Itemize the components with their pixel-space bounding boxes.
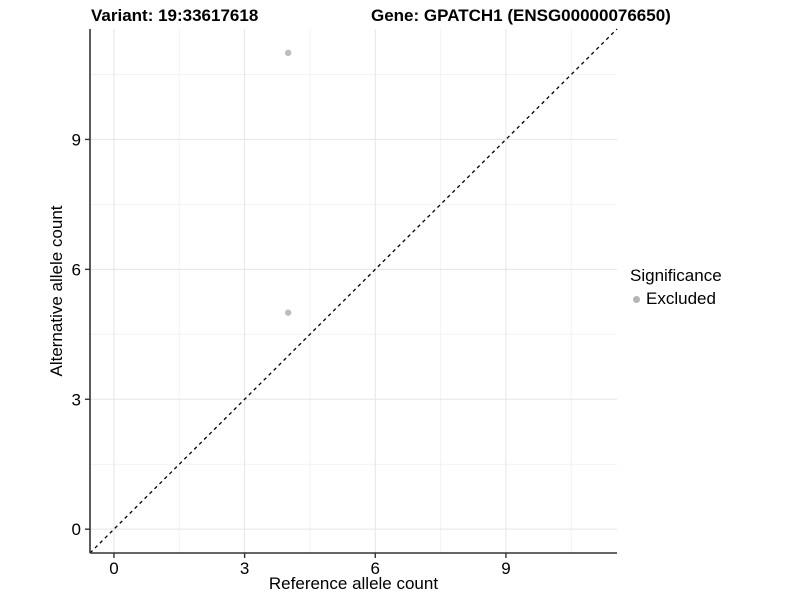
legend: Significance Excluded	[630, 266, 722, 309]
legend-point-icon	[633, 295, 640, 303]
data-point	[284, 309, 292, 316]
legend-title: Significance	[630, 266, 722, 285]
x-tick-label: 9	[501, 559, 510, 578]
identity-reference-line	[89, 28, 618, 554]
y-tick-label: 3	[72, 390, 81, 409]
y-tick-label: 6	[72, 260, 81, 279]
x-tick-label: 6	[371, 559, 380, 578]
plot-title-gene: Gene: GPATCH1 (ENSG00000076650)	[371, 6, 671, 25]
legend-item-label: Excluded	[646, 289, 716, 308]
y-tick-label: 0	[72, 520, 81, 539]
x-tick-label: 0	[109, 559, 118, 578]
legend-item-excluded: Excluded	[630, 289, 722, 309]
y-axis-title: Alternative allele count	[47, 205, 66, 377]
data-point	[284, 49, 292, 57]
plot-title-variant: Variant: 19:33617618	[91, 6, 259, 25]
x-tick-label: 3	[240, 559, 249, 578]
y-tick-label: 9	[72, 130, 81, 149]
x-axis-title: Reference allele count	[268, 574, 439, 593]
